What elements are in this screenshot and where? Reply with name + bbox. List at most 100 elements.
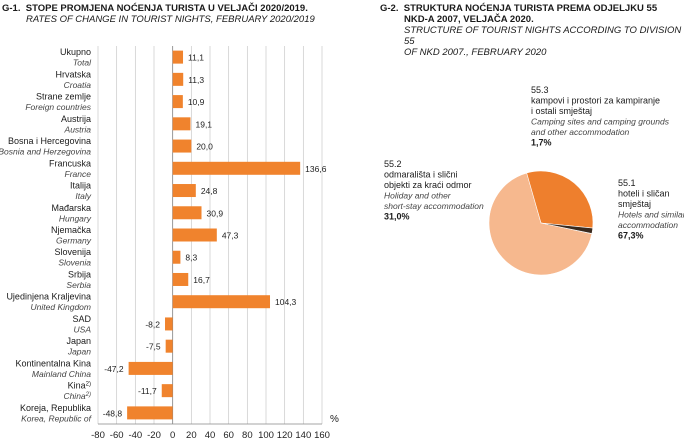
bar-value-label: 30,9: [207, 208, 224, 218]
bar: [172, 161, 301, 175]
bar: [127, 406, 173, 420]
pie-slice-label: odmarališta i slični: [384, 170, 458, 180]
bar-value-label: 16,7: [193, 275, 210, 285]
bar-value-label: 47,3: [222, 231, 239, 241]
bar: [172, 184, 196, 198]
pie-slice-label: smještaj: [618, 199, 651, 209]
bar: [172, 95, 183, 109]
unit-label: %: [330, 414, 339, 425]
bar-value-label: 104,3: [275, 297, 297, 307]
pie-slice-label-en: Holiday and other: [384, 191, 452, 201]
x-tick-label: 60: [223, 430, 234, 440]
bar-value-label: -48,8: [103, 408, 123, 418]
pie-slice-code: 55.1: [618, 178, 636, 188]
pie-slice-label-en: Camping sites and camping grounds: [531, 117, 670, 127]
category-label-en: USA: [74, 324, 92, 334]
bar: [172, 72, 184, 86]
category-footnote: 2): [86, 382, 91, 388]
x-tick-label: 0: [170, 430, 175, 440]
category-label: Italija: [70, 181, 91, 191]
category-label-en: France: [65, 169, 92, 179]
category-label-en: Korea, Republic of: [21, 413, 93, 423]
category-label: Mađarska: [51, 203, 91, 213]
bar-value-label: -47,2: [104, 364, 124, 374]
pie-slice: [540, 222, 594, 234]
pie-slice-label: objekti za kraći odmor: [384, 180, 472, 190]
x-tick-label: 120: [277, 430, 293, 440]
pie-slice-value: 1,7%: [531, 138, 552, 148]
category-label-en: Austria: [64, 124, 92, 134]
pie-slice-label: kampovi i prostori za kampiranje: [531, 96, 660, 106]
bar: [172, 295, 271, 309]
bar: [165, 339, 173, 353]
category-label-en: Italy: [75, 191, 91, 201]
bar-value-label: 20,0: [196, 142, 213, 152]
bar-value-label: 11,1: [188, 53, 204, 63]
pie-slice: [488, 172, 593, 276]
bar-value-label: 24,8: [201, 186, 218, 196]
category-label-en: Japan: [67, 347, 91, 357]
x-tick-label: -80: [91, 430, 105, 440]
bar: [172, 206, 202, 220]
category-label: Francuska: [49, 158, 91, 168]
bar-value-label: 10,9: [188, 97, 205, 107]
bar: [172, 50, 184, 64]
left-title-line1: STOPE PROMJENA NOĆENJA TURISTA U VELJAČI…: [25, 3, 308, 14]
category-label: Njemačka: [51, 225, 91, 235]
category-label: SAD: [72, 314, 91, 324]
category-label-en: Croatia: [64, 80, 92, 90]
category-label: Slovenija: [54, 247, 91, 257]
bar: [172, 250, 181, 264]
bar-value-label: -8,2: [145, 319, 160, 329]
category-label: Japan: [66, 336, 91, 346]
category-label: Ujedinjena Kraljevina: [6, 292, 91, 302]
pie-slice-label: i ostali smještaj: [531, 106, 592, 116]
category-label: Austrija: [61, 114, 91, 124]
bar: [161, 384, 173, 398]
left-title-code: G-1.: [2, 3, 21, 14]
bar-value-label: 11,3: [188, 75, 204, 85]
x-tick-label: -40: [128, 430, 142, 440]
x-tick-label: 20: [186, 430, 197, 440]
category-label: Srbija: [68, 269, 91, 279]
bar: [128, 361, 173, 375]
left-chart-title: G-1. STOPE PROMJENA NOĆENJA TURISTA U VE…: [2, 3, 315, 25]
category-label: Kina2): [68, 381, 91, 391]
category-label-en: Serbia: [66, 280, 91, 290]
x-tick-label: 40: [205, 430, 216, 440]
right-title-line3: STRUCTURE OF TOURIST NIGHTS ACCORDING TO…: [404, 25, 682, 47]
pie-slice: [526, 170, 594, 229]
category-label-en: Hungary: [59, 213, 92, 223]
x-tick-label: -60: [110, 430, 124, 440]
right-title-line1: STRUKTURA NOĆENJA TURISTA PREMA ODJELJKU…: [403, 3, 658, 14]
category-label-en: Germany: [56, 236, 92, 246]
category-label-en: China2): [63, 391, 91, 401]
category-label: Koreja, Republika: [20, 403, 91, 413]
right-title-code: G-2.: [380, 3, 399, 14]
category-label: Ukupno: [60, 47, 91, 57]
bar: [172, 272, 189, 286]
bar-value-label: -11,7: [138, 386, 157, 396]
category-label: Strane zemlje: [36, 92, 91, 102]
bar-value-label: 136,6: [305, 164, 327, 174]
pie-slice-value: 31,0%: [384, 212, 410, 222]
bar: [172, 228, 217, 242]
pie-slice-label-en: Hotels and similar: [618, 210, 684, 220]
x-tick-label: 140: [295, 430, 311, 440]
right-title-line4: OF NKD 2007., FEBRUARY 2020: [404, 47, 547, 58]
category-label: Hrvatska: [55, 69, 91, 79]
pie-slice-label: hoteli i sličan: [618, 189, 670, 199]
category-label-en: United Kingdom: [31, 302, 91, 312]
pie-slice-label-en: accommodation: [618, 220, 678, 230]
pie-slice-code: 55.3: [531, 85, 549, 95]
category-label-en: Mainland China: [32, 369, 91, 379]
bar: [172, 117, 191, 131]
right-chart-title: G-2. STRUKTURA NOĆENJA TURISTA PREMA ODJ…: [380, 3, 684, 58]
bar-value-label: 19,1: [195, 119, 212, 129]
category-label-en: Slovenia: [58, 258, 91, 268]
category-label-en: Total: [73, 58, 92, 68]
pie-slice-code: 55.2: [384, 159, 402, 169]
category-label: Kontinentalna Kina: [15, 358, 91, 368]
category-label-en: Foreign countries: [25, 102, 91, 112]
